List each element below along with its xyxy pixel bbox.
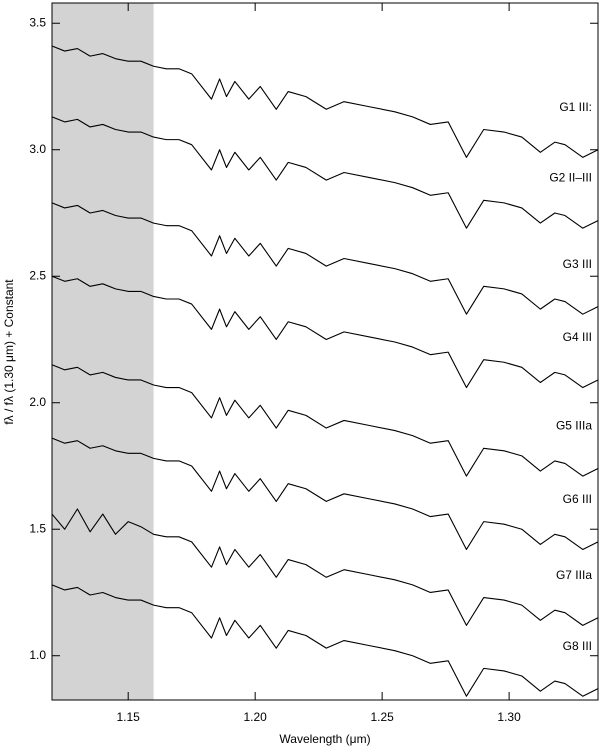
y-tick-label: 1.5 [29,521,46,535]
x-tick-label: 1.30 [497,710,521,724]
spectrum-line [51,116,599,229]
spectrum-line [51,437,599,551]
x-tick-label: 1.15 [117,710,141,724]
x-tick-label: 1.25 [370,710,394,724]
y-tick-label: 3.5 [29,15,46,29]
y-tick-label: 3.0 [29,142,46,156]
series-label: G7 IIIa [556,568,592,582]
y-axis-label: fλ / fλ (1.30 μm) + Constant [2,279,16,425]
series-label: G1 III: [559,100,592,114]
spectrum-line [51,364,599,477]
spectrum-line [51,508,599,626]
series-label: G5 IIIa [556,419,592,433]
series-label: G4 III [563,330,592,344]
plot-frame [51,2,599,701]
y-tick-label: 2.5 [29,268,46,282]
y-tick-label: 1.0 [29,648,46,662]
spectrum-line [51,45,599,158]
spectrum-line [51,275,599,389]
series-label: G8 III [563,639,592,653]
series-label: G2 II–III [549,171,592,185]
spectrum-line [51,584,599,697]
spectrum-line [51,202,599,315]
x-axis-label: Wavelength (μm) [279,732,370,746]
y-tick-label: 2.0 [29,395,46,409]
series-label: G6 III [563,492,592,506]
series-label: G3 III [563,257,592,271]
x-tick-label: 1.20 [243,710,267,724]
shaded-region [52,3,154,700]
